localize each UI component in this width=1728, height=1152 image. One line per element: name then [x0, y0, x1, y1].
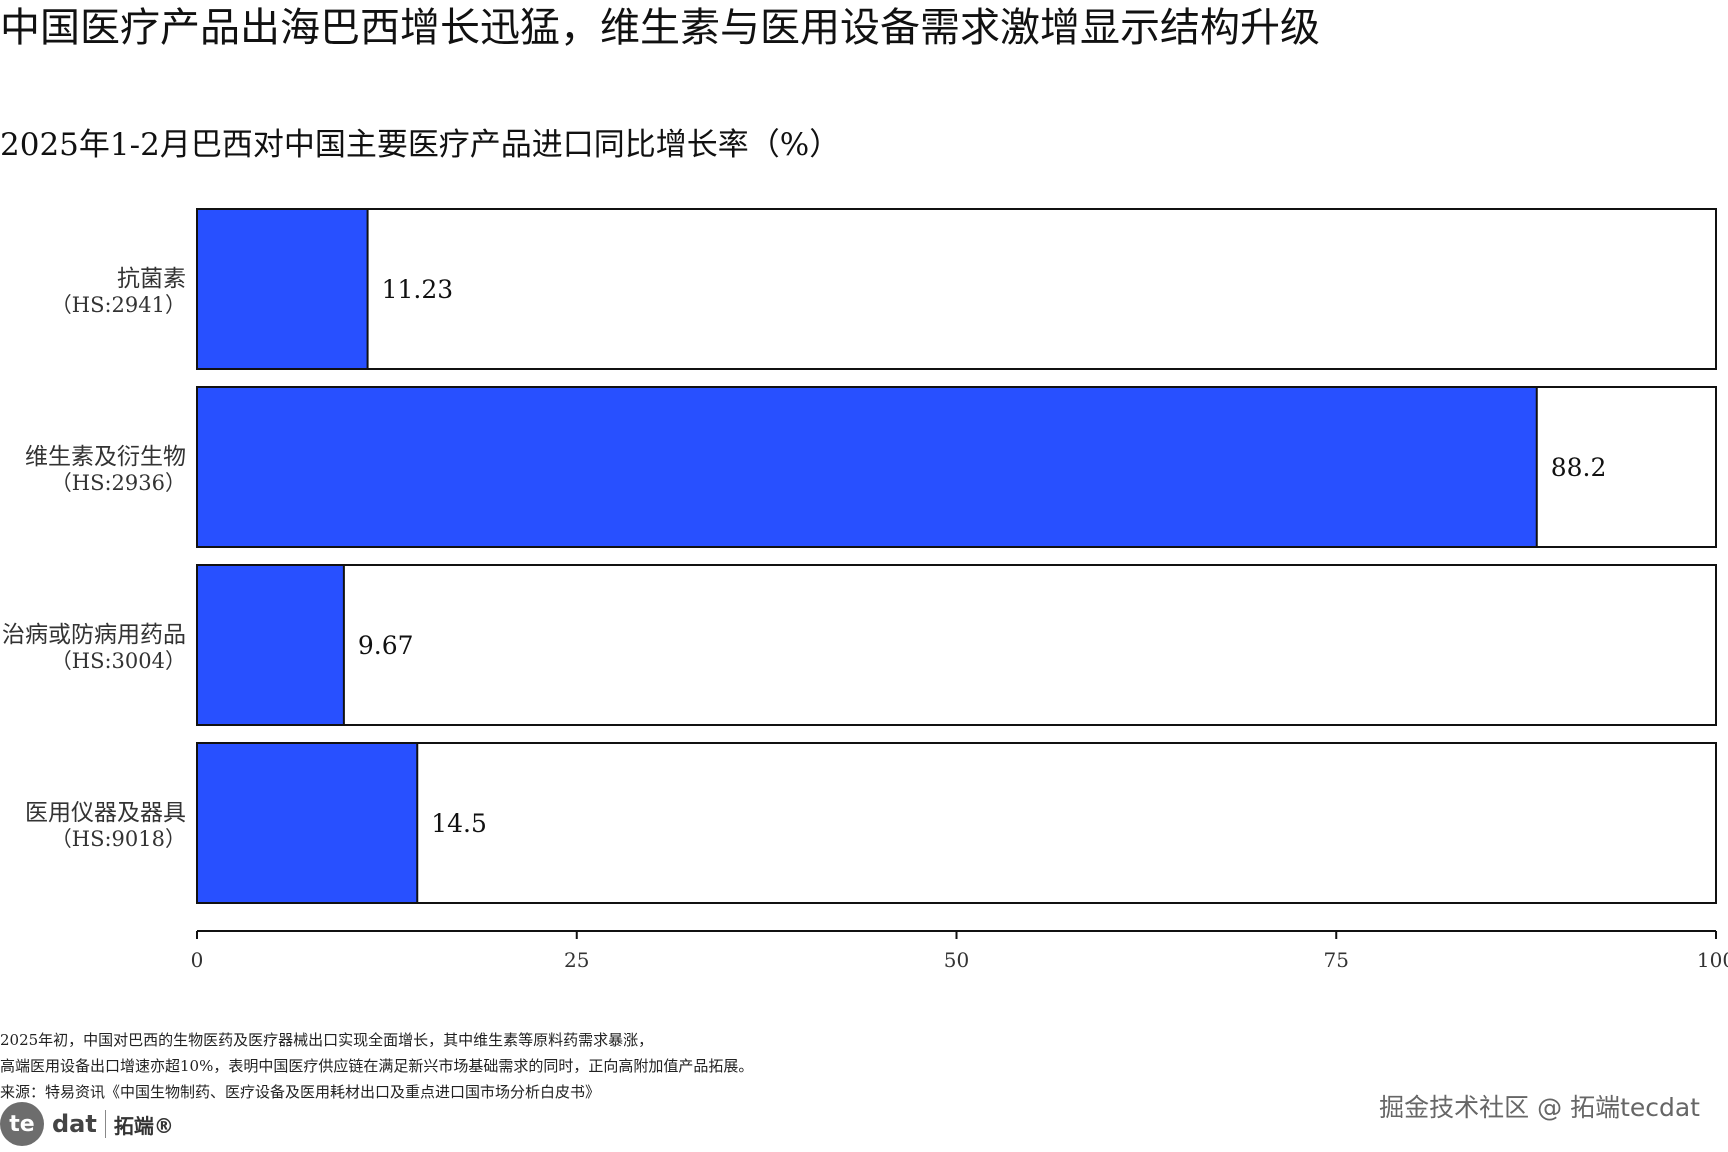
logo-mark: te — [0, 1102, 44, 1146]
category-label: 抗菌素 — [117, 266, 186, 292]
category-code-label: （HS:2941） — [51, 293, 186, 317]
category-code-label: （HS:9018） — [51, 827, 186, 851]
category-code-label: （HS:2936） — [51, 471, 186, 495]
category-code-label: （HS:3004） — [51, 649, 186, 673]
category-label: 维生素及衍生物 — [25, 444, 186, 470]
bar-track — [196, 742, 1717, 904]
value-label: 9.67 — [358, 631, 414, 660]
logo-word: dat — [52, 1110, 97, 1138]
x-tick-label: 0 — [191, 948, 204, 972]
value-label: 11.23 — [382, 275, 454, 304]
value-label: 14.5 — [431, 809, 487, 838]
bar — [196, 742, 419, 904]
source-line: 来源：特易资讯《中国生物制药、医疗设备及医用耗材出口及重点进口国市场分析白皮书》 — [0, 1083, 601, 1101]
x-tick-label: 50 — [944, 948, 969, 972]
footnote-line-1: 2025年初，中国对巴西的生物医药及医疗器械出口实现全面增长，其中维生素等原料药… — [0, 1031, 654, 1049]
bar — [196, 564, 345, 726]
brand-logo: te dat 拓端® — [0, 1096, 174, 1152]
chart-title: 2025年1-2月巴西对中国主要医疗产品进口同比增长率（%） — [0, 127, 841, 163]
category-label: 治病或防病用药品 — [2, 622, 186, 648]
category-label: 医用仪器及器具 — [25, 800, 186, 826]
logo-divider — [104, 1110, 106, 1138]
bar-track — [196, 564, 1717, 726]
x-tick-label: 75 — [1324, 948, 1349, 972]
bar-track — [196, 208, 1717, 370]
watermark: 掘金技术社区 @ 拓端tecdat — [1379, 1093, 1700, 1122]
bar — [196, 208, 369, 370]
x-tick-label: 100 — [1697, 948, 1728, 972]
footnote-line-2: 高端医用设备出口增速亦超10%，表明中国医疗供应链在满足新兴市场基础需求的同时，… — [0, 1057, 754, 1075]
logo-chinese: 拓端® — [113, 1113, 174, 1138]
bar — [196, 386, 1538, 548]
x-tick-label: 25 — [564, 948, 589, 972]
page-headline: 中国医疗产品出海巴西增长迅猛，维生素与医用设备需求激增显示结构升级 — [0, 5, 1320, 51]
value-label: 88.2 — [1551, 453, 1607, 482]
